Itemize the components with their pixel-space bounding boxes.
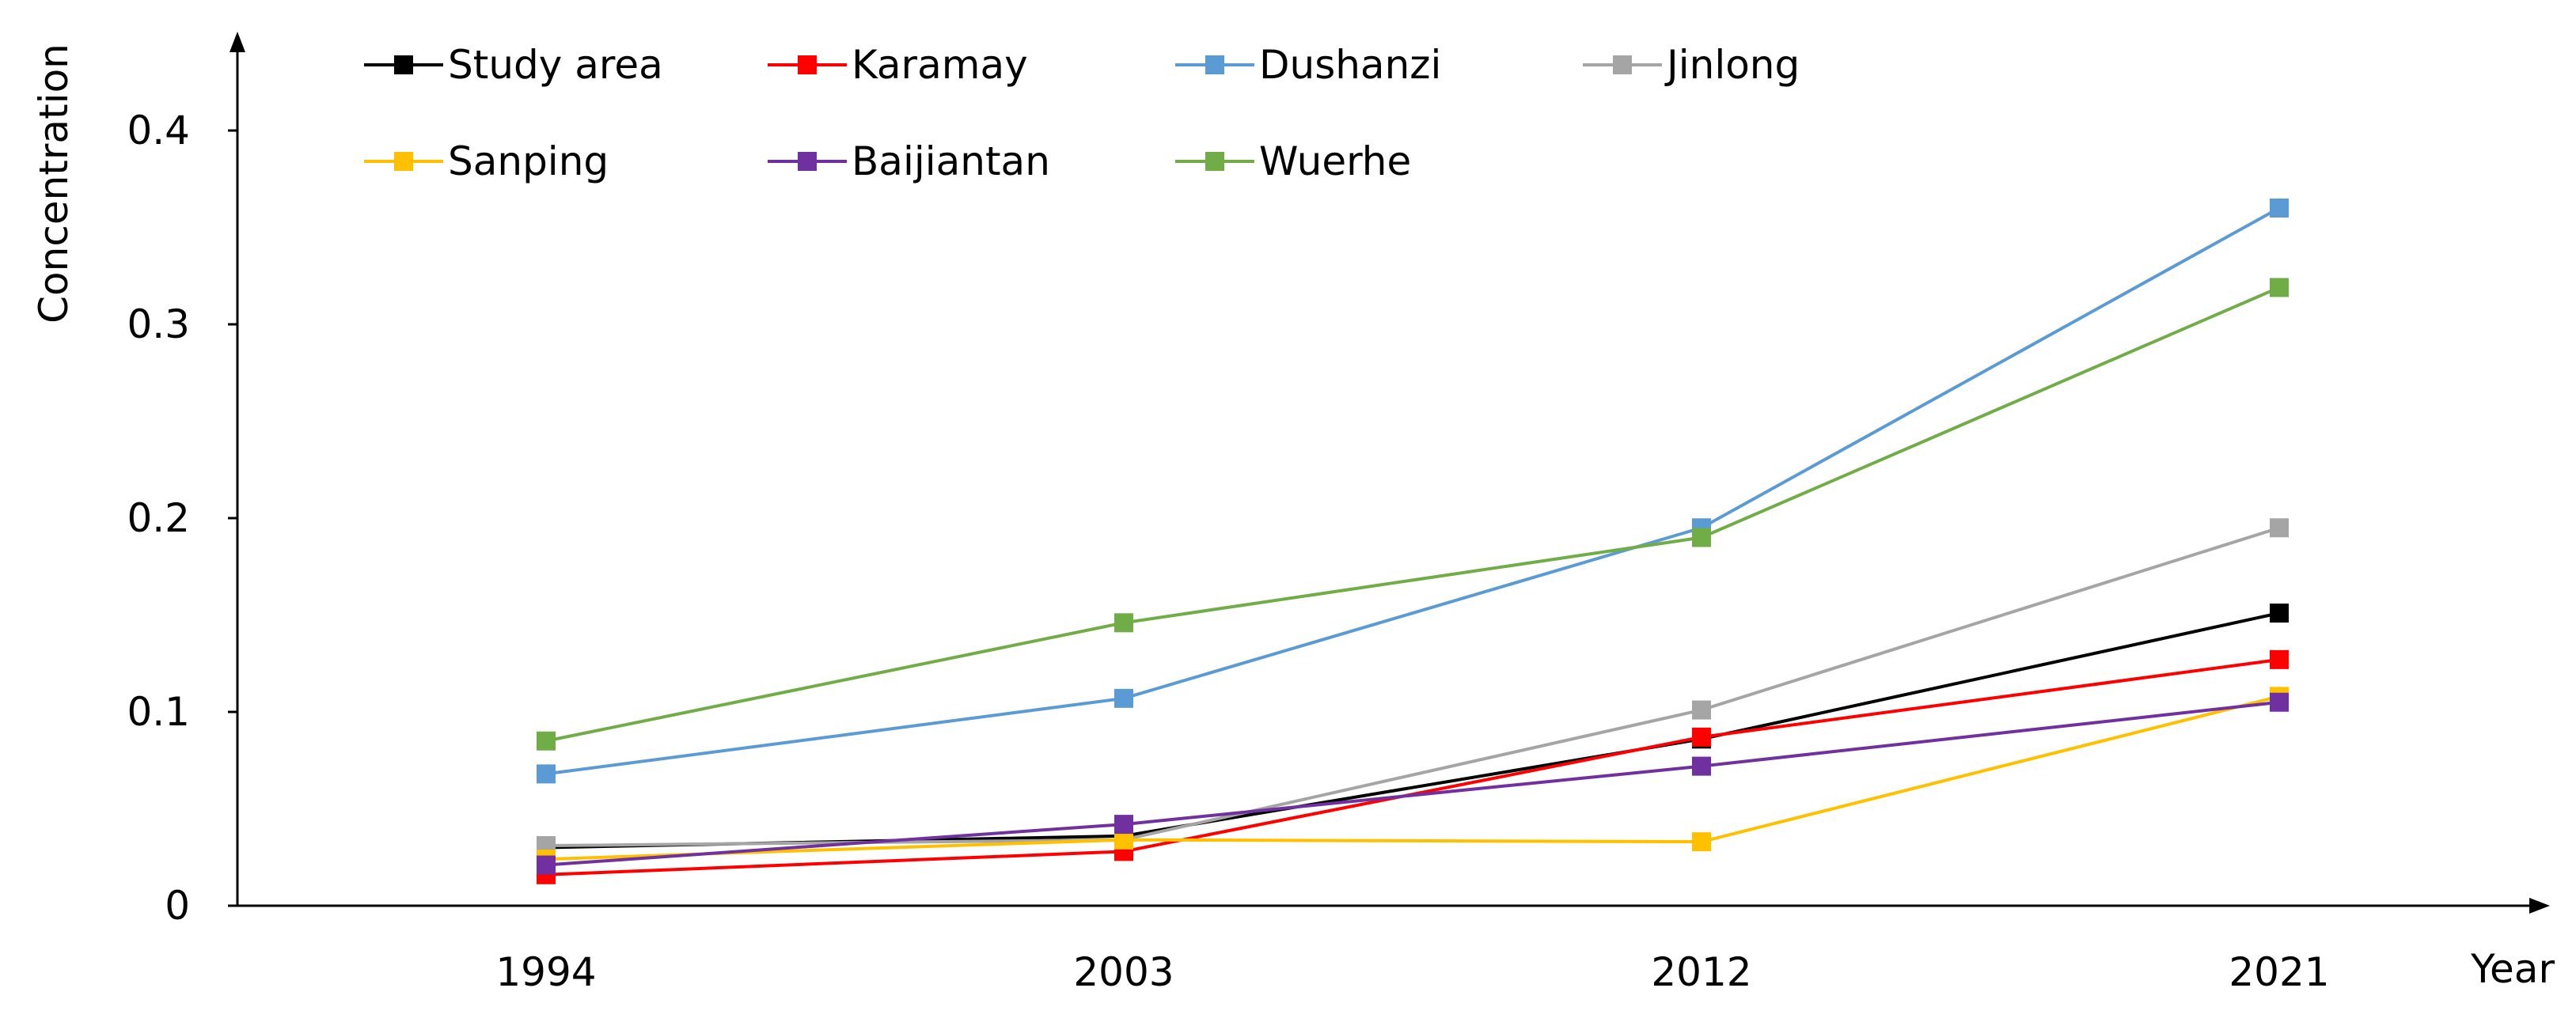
series-line — [545, 700, 2280, 867]
series-group — [537, 199, 2289, 884]
data-point — [537, 731, 556, 751]
series-line — [545, 526, 2280, 848]
series-line — [545, 206, 2280, 776]
y-tick-label: 0.3 — [127, 301, 190, 347]
x-tick-labels: 1994 2003 2012 2021 — [495, 949, 2329, 995]
data-point — [1692, 700, 1711, 720]
data-point — [1114, 815, 1133, 835]
legend-item: Wuerhe — [1175, 138, 1411, 184]
data-point — [2270, 518, 2289, 538]
x-tick-label: 2021 — [2229, 949, 2329, 995]
axes — [230, 32, 2550, 914]
legend-swatch-marker — [394, 55, 413, 74]
y-axis-title: Concentration — [31, 44, 77, 324]
legend-label: Sanping — [448, 138, 609, 184]
data-point — [1692, 727, 1711, 747]
legend: Study area Karamay Dushanzi Jinlong Sanping B… — [364, 42, 1800, 184]
legend-swatch-marker — [394, 152, 413, 171]
data-point — [2270, 692, 2289, 712]
data-point — [1114, 688, 1133, 708]
x-tick-label: 2003 — [1073, 949, 1174, 995]
legend-item: Study area — [364, 42, 663, 88]
series-dushanzi — [537, 199, 2289, 784]
data-point — [2270, 278, 2289, 297]
series-line — [545, 286, 2280, 743]
y-tick-labels: 0 0.1 0.2 0.3 0.4 — [127, 108, 237, 929]
y-tick-label: 0.2 — [127, 495, 190, 541]
legend-label: Wuerhe — [1259, 138, 1411, 184]
legend-item: Jinlong — [1583, 42, 1800, 88]
data-point — [1692, 756, 1711, 776]
legend-swatch-marker — [1613, 55, 1632, 74]
data-point — [537, 764, 556, 784]
y-tick-label: 0.1 — [127, 689, 190, 735]
series-wuerhe — [537, 278, 2289, 751]
series-jinlong — [537, 518, 2289, 856]
series-baijiantan — [537, 692, 2289, 875]
legend-item: Sanping — [364, 138, 609, 184]
x-tick-label: 2012 — [1651, 949, 1751, 995]
x-tick-label: 1994 — [495, 949, 596, 995]
legend-label: Jinlong — [1664, 42, 1800, 88]
series-karamay — [537, 649, 2289, 884]
legend-item: Karamay — [768, 42, 1028, 88]
y-tick-label: 0.4 — [127, 108, 190, 153]
legend-label: Dushanzi — [1259, 42, 1441, 88]
legend-swatch-marker — [798, 152, 817, 171]
x-axis-arrow — [2529, 898, 2550, 914]
legend-label: Baijiantan — [852, 138, 1050, 184]
data-point — [1692, 832, 1711, 852]
legend-swatch-marker — [1205, 152, 1224, 171]
legend-label: Karamay — [852, 42, 1028, 88]
legend-swatch-marker — [1205, 55, 1224, 74]
data-point — [2270, 604, 2289, 623]
data-point — [1114, 613, 1133, 633]
x-axis-title: Year — [2470, 946, 2555, 992]
legend-swatch-marker — [798, 55, 817, 74]
legend-item: Dushanzi — [1175, 42, 1441, 88]
legend-item: Baijiantan — [768, 138, 1050, 184]
data-point — [1692, 528, 1711, 547]
legend-label: Study area — [448, 42, 663, 88]
data-point — [2270, 649, 2289, 669]
data-point — [2270, 199, 2289, 218]
y-tick-label: 0 — [165, 883, 190, 929]
data-point — [537, 855, 556, 875]
series-line — [545, 695, 2280, 861]
y-axis-arrow — [230, 32, 245, 52]
